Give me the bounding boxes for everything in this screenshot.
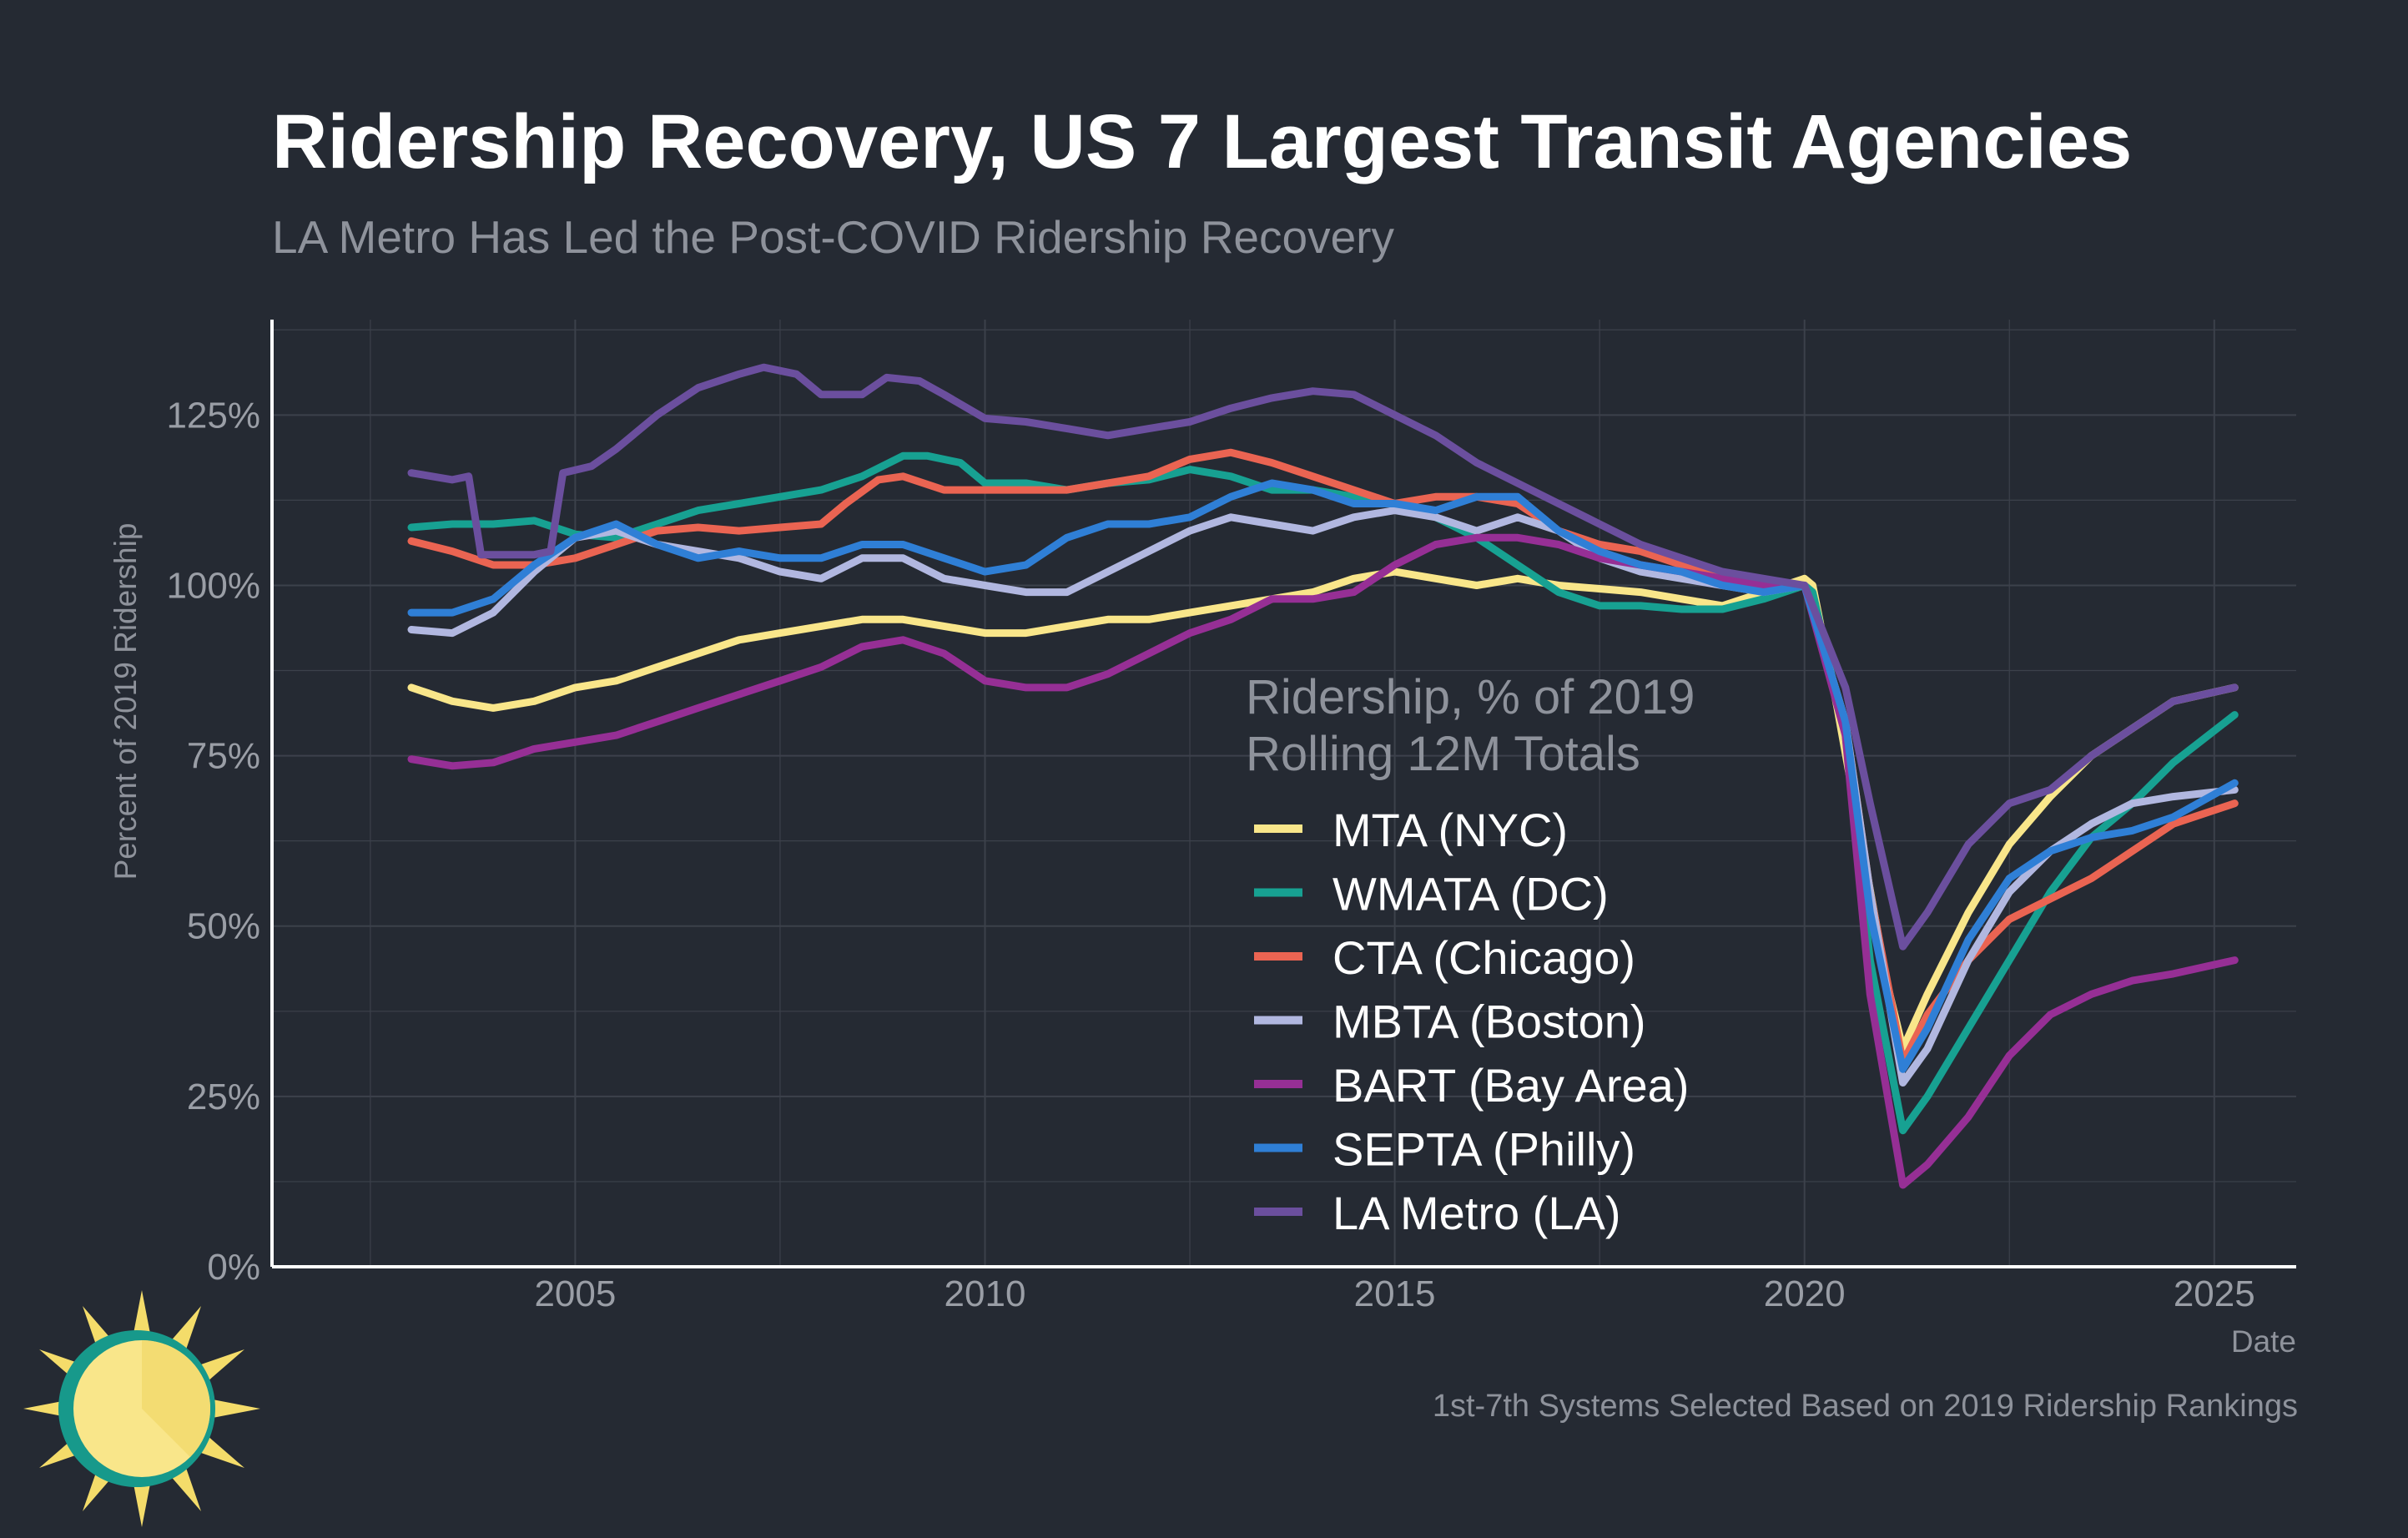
y-tick-label: 0%	[207, 1247, 260, 1288]
y-tick-label: 100%	[166, 565, 260, 606]
x-tick-label: 2010	[945, 1273, 1026, 1314]
grid	[272, 320, 2296, 1268]
legend-label: WMATA (DC)	[1332, 868, 1609, 920]
legend-label: CTA (Chicago)	[1332, 931, 1635, 984]
x-tick-label: 2015	[1354, 1273, 1436, 1314]
x-tick-label: 2005	[534, 1273, 616, 1314]
legend-title: Ridership, % of 2019	[1246, 670, 1695, 724]
chart-caption: 1st-7th Systems Selected Based on 2019 R…	[1432, 1389, 2298, 1424]
legend-label: MTA (NYC)	[1332, 804, 1568, 856]
series-line	[407, 479, 2239, 1073]
y-tick-label: 25%	[187, 1077, 260, 1117]
x-tick-label: 2020	[1764, 1273, 1846, 1314]
chart-subtitle: LA Metro Has Led the Post-COVID Ridershi…	[272, 211, 1395, 263]
series-line	[407, 448, 2239, 1067]
x-axis-title: Date	[2231, 1324, 2296, 1359]
series-line	[407, 363, 2239, 951]
sun-shade-icon	[142, 1340, 211, 1457]
legend-label: MBTA (Boston)	[1332, 996, 1646, 1048]
x-tick-label: 2025	[2174, 1273, 2255, 1314]
chart-title: Ridership Recovery, US 7 Largest Transit…	[272, 99, 2133, 184]
axes: 0% 25% 50% 75% 100% 125% 2005 2010 2015 2020 2025 D…	[108, 320, 2296, 1359]
y-tick-label: 75%	[187, 736, 260, 777]
legend-title: Rolling 12M Totals	[1246, 727, 1640, 781]
y-axis-title: Percent of 2019 Ridership	[108, 523, 143, 880]
legend-label: BART (Bay Area)	[1332, 1059, 1689, 1112]
series-line	[407, 533, 2239, 1189]
legend-label: SEPTA (Philly)	[1332, 1123, 1635, 1176]
legend-label: LA Metro (LA)	[1332, 1187, 1620, 1239]
y-tick-label: 50%	[187, 906, 260, 947]
sun-icon	[23, 1290, 260, 1527]
y-tick-label: 125%	[166, 395, 260, 436]
series-lines	[407, 363, 2239, 1189]
